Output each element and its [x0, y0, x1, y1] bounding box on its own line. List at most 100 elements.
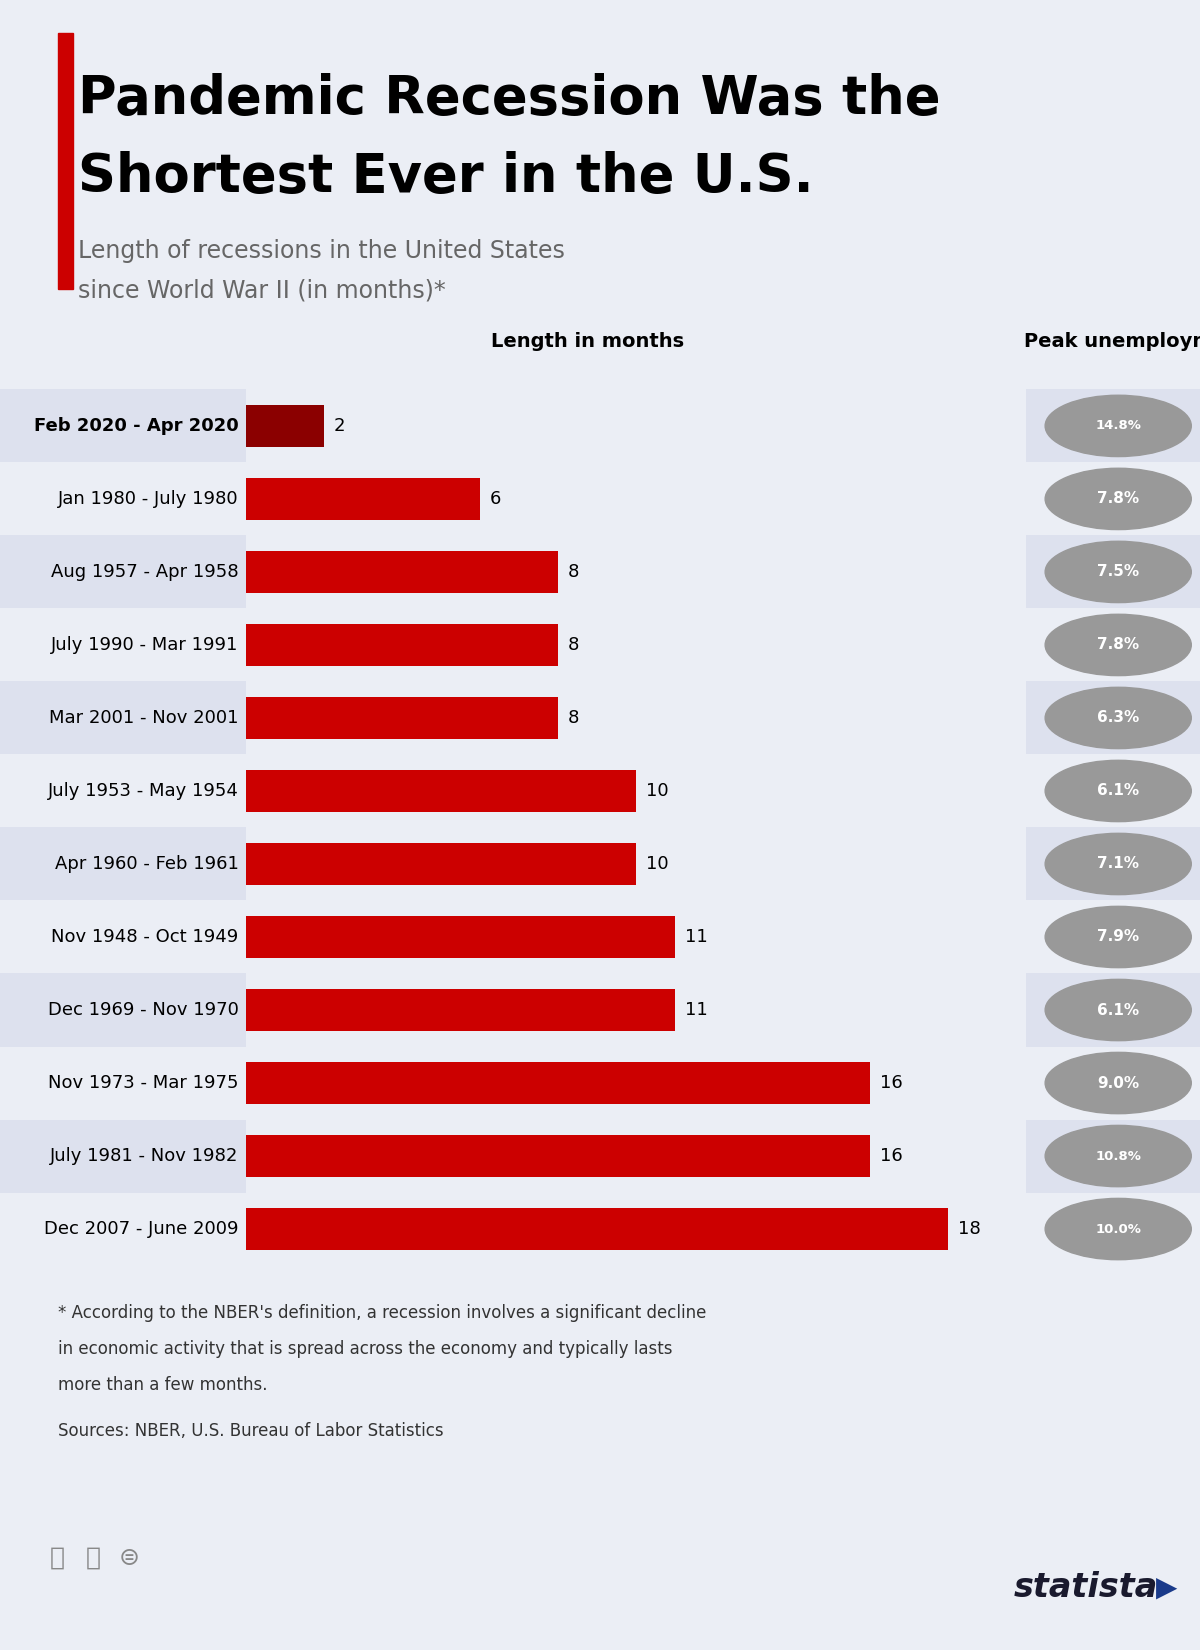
Text: 8: 8 [568, 635, 580, 653]
Circle shape [1045, 614, 1192, 675]
Text: 6.3%: 6.3% [1097, 711, 1139, 726]
Bar [0, 1119, 246, 1193]
Bar [1026, 1119, 1200, 1193]
Text: Apr 1960 - Feb 1961: Apr 1960 - Feb 1961 [55, 855, 239, 873]
Text: ⓘ: ⓘ [86, 1546, 101, 1569]
Bar [1026, 535, 1200, 609]
Text: 16: 16 [880, 1074, 902, 1092]
Circle shape [1045, 906, 1192, 967]
Text: 7.9%: 7.9% [1097, 929, 1139, 944]
Bar [246, 771, 636, 812]
Bar [0, 389, 246, 462]
Text: 11: 11 [685, 1002, 708, 1020]
Bar [1026, 389, 1200, 462]
Text: 8: 8 [568, 563, 580, 581]
Text: Shortest Ever in the U.S.: Shortest Ever in the U.S. [78, 150, 814, 203]
Bar [1026, 1046, 1200, 1119]
Bar [1026, 827, 1200, 901]
Bar [246, 478, 480, 520]
Text: 10: 10 [646, 855, 668, 873]
Bar [1026, 681, 1200, 754]
Bar [0, 681, 246, 754]
Bar [246, 551, 558, 592]
Text: * According to the NBER's definition, a recession involves a significant decline: * According to the NBER's definition, a … [58, 1304, 706, 1322]
Text: 7.5%: 7.5% [1097, 564, 1139, 579]
Circle shape [1045, 1053, 1192, 1114]
Bar [0, 609, 246, 681]
Text: 11: 11 [685, 927, 708, 945]
Text: 10.8%: 10.8% [1096, 1150, 1141, 1163]
Bar [246, 696, 558, 739]
Circle shape [1045, 1125, 1192, 1186]
Bar [0, 609, 246, 681]
Bar [0, 1119, 246, 1193]
Bar [0, 974, 246, 1046]
Bar [246, 404, 324, 447]
Bar [0, 1046, 246, 1119]
Bar [0, 827, 246, 901]
Bar [1026, 1193, 1200, 1266]
Bar [0, 901, 246, 974]
Bar [1026, 462, 1200, 535]
Text: 6.1%: 6.1% [1097, 1003, 1139, 1018]
Circle shape [1045, 833, 1192, 894]
Text: Dec 2007 - June 2009: Dec 2007 - June 2009 [44, 1219, 239, 1238]
Text: statista: statista [1014, 1571, 1158, 1604]
Text: July 1981 - Nov 1982: July 1981 - Nov 1982 [50, 1147, 239, 1165]
Bar [0, 535, 246, 609]
Text: July 1953 - May 1954: July 1953 - May 1954 [48, 782, 239, 800]
Text: Nov 1948 - Oct 1949: Nov 1948 - Oct 1949 [52, 927, 239, 945]
Bar [246, 1208, 948, 1251]
Bar [246, 1135, 870, 1176]
Bar [1026, 609, 1200, 681]
Bar [246, 988, 674, 1031]
Bar [0, 462, 246, 535]
Text: Mar 2001 - Nov 2001: Mar 2001 - Nov 2001 [49, 710, 239, 728]
Text: more than a few months.: more than a few months. [58, 1376, 268, 1394]
Text: 7.8%: 7.8% [1097, 492, 1139, 507]
Text: 6.1%: 6.1% [1097, 784, 1139, 799]
Circle shape [1045, 688, 1192, 749]
Text: 7.1%: 7.1% [1097, 856, 1139, 871]
Text: 9.0%: 9.0% [1097, 1076, 1139, 1091]
Text: 18: 18 [958, 1219, 980, 1238]
Text: Aug 1957 - Apr 1958: Aug 1957 - Apr 1958 [50, 563, 239, 581]
Bar [0, 901, 246, 974]
Bar [0, 974, 246, 1046]
Bar [246, 843, 636, 884]
Text: since World War II (in months)*: since World War II (in months)* [78, 279, 445, 302]
Text: July 1990 - Mar 1991: July 1990 - Mar 1991 [52, 635, 239, 653]
Bar [246, 624, 558, 667]
Text: 2: 2 [334, 417, 346, 436]
Bar [0, 754, 246, 827]
Circle shape [1045, 469, 1192, 530]
Text: 10.0%: 10.0% [1096, 1223, 1141, 1236]
Bar [0, 1193, 246, 1266]
Text: 7.8%: 7.8% [1097, 637, 1139, 652]
Bar [0, 1193, 246, 1266]
Circle shape [1045, 396, 1192, 457]
Bar [0, 389, 246, 462]
Bar [0, 1046, 246, 1119]
Bar [1026, 754, 1200, 827]
Text: Dec 1969 - Nov 1970: Dec 1969 - Nov 1970 [48, 1002, 239, 1020]
Text: 10: 10 [646, 782, 668, 800]
Text: in economic activity that is spread across the economy and typically lasts: in economic activity that is spread acro… [58, 1340, 672, 1358]
Text: Jan 1980 - July 1980: Jan 1980 - July 1980 [58, 490, 239, 508]
Bar [246, 916, 674, 959]
Text: 14.8%: 14.8% [1096, 419, 1141, 432]
Circle shape [1045, 541, 1192, 602]
Text: Nov 1973 - Mar 1975: Nov 1973 - Mar 1975 [48, 1074, 239, 1092]
Bar [0, 754, 246, 827]
Text: Length of recessions in the United States: Length of recessions in the United State… [78, 239, 565, 262]
Circle shape [1045, 1198, 1192, 1259]
Bar [0, 681, 246, 754]
Text: ⓒ: ⓒ [50, 1546, 65, 1569]
Text: Length in months: Length in months [492, 332, 684, 351]
Text: Feb 2020 - Apr 2020: Feb 2020 - Apr 2020 [34, 417, 239, 436]
Bar [1026, 974, 1200, 1046]
Text: 8: 8 [568, 710, 580, 728]
Circle shape [1045, 761, 1192, 822]
Text: ⊜: ⊜ [119, 1546, 140, 1569]
Text: 6: 6 [490, 490, 502, 508]
